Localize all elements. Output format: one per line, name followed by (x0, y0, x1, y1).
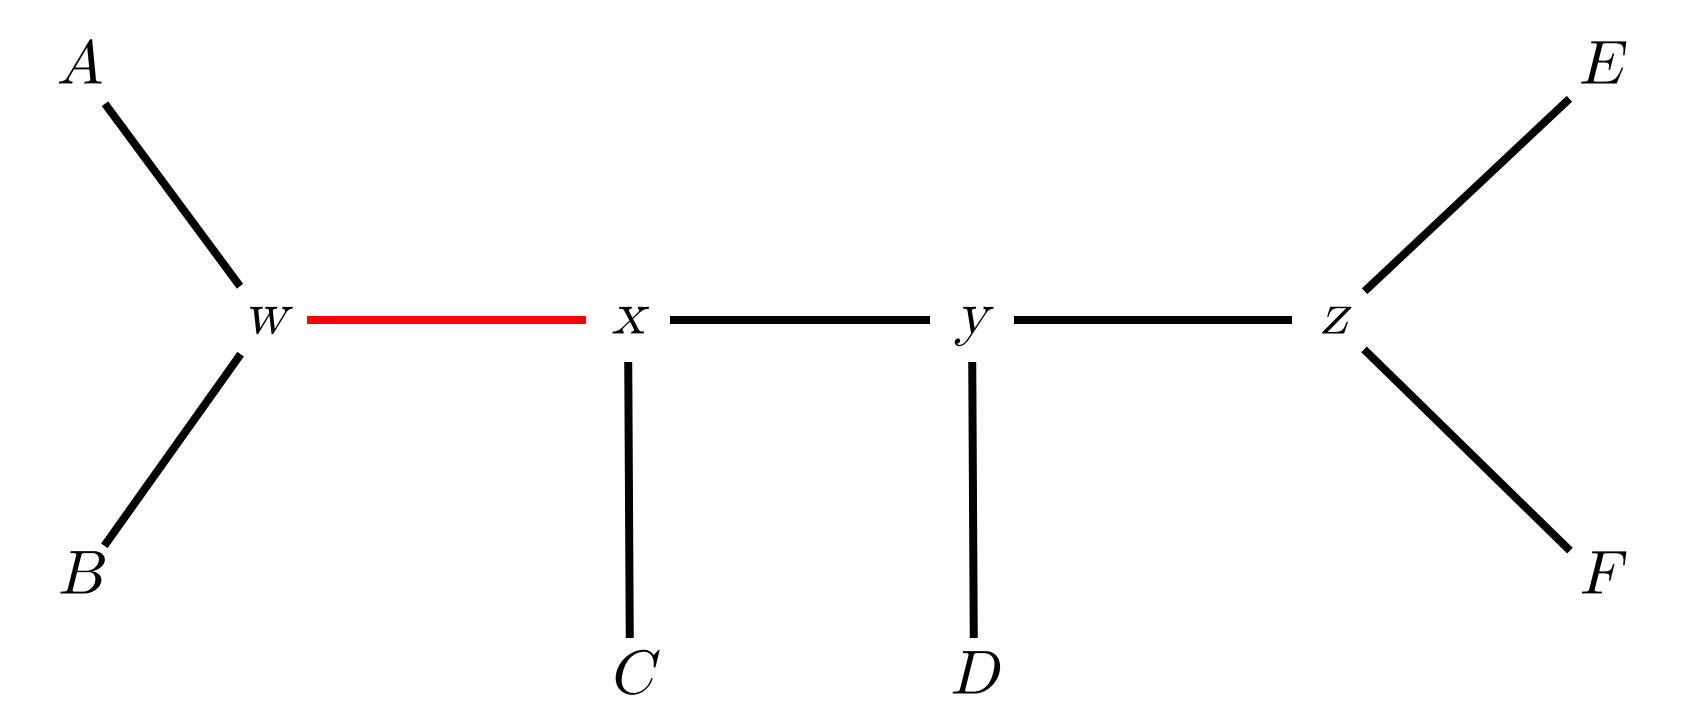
node-label-D: D (950, 644, 1002, 706)
edge-B-w (104, 354, 240, 546)
node-label-x: x (612, 284, 650, 346)
edge-z-F (1364, 349, 1570, 550)
edge-z-E (1365, 99, 1570, 291)
node-label-C: C (608, 644, 661, 706)
edge-x-C (628, 362, 630, 638)
graph-diagram: A Bw x Cy Dz E F (0, 0, 1687, 717)
edge-y-D (972, 362, 974, 638)
node-label-F: F (1580, 544, 1627, 606)
node-label-B: B (58, 544, 107, 606)
node-label-w: w (243, 284, 294, 346)
nodes-layer: A Bw x Cy Dz E F (57, 34, 1627, 706)
node-label-E: E (1579, 34, 1627, 96)
edge-A-w (105, 104, 240, 286)
node-label-z: z (1320, 284, 1352, 346)
node-label-y: y (954, 284, 995, 346)
node-label-A: A (57, 34, 104, 96)
edges-layer (104, 99, 1570, 638)
